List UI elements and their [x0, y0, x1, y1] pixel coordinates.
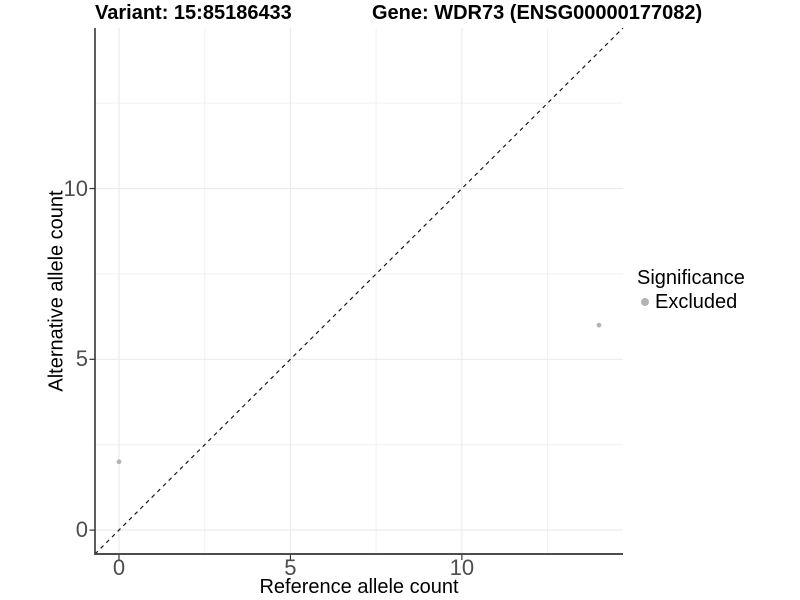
data-point: [596, 322, 602, 328]
legend-item-excluded: Excluded: [637, 291, 745, 313]
x-axis-title: Reference allele count: [259, 576, 459, 598]
y-tick-label: 5: [75, 346, 88, 372]
x-tick-label: 0: [112, 555, 126, 580]
y-axis-title: Alternative allele count: [45, 190, 68, 392]
x-tick-label: 5: [284, 555, 297, 580]
y-tick-label: 10: [63, 175, 88, 201]
data-point: [116, 459, 122, 465]
legend-title: Significance: [637, 267, 745, 289]
legend-point-icon: [641, 298, 649, 306]
y-tick-label: 0: [75, 517, 88, 543]
gene-title: Gene: WDR73 (ENSG00000177082): [372, 2, 703, 24]
legend: Significance Excluded: [637, 266, 745, 313]
variant-title: Variant: 15:85186433: [95, 2, 292, 24]
x-tick-label: 10: [449, 555, 475, 580]
identity-dashed-line: [94, 27, 624, 555]
legend-item-label: Excluded: [655, 290, 738, 313]
